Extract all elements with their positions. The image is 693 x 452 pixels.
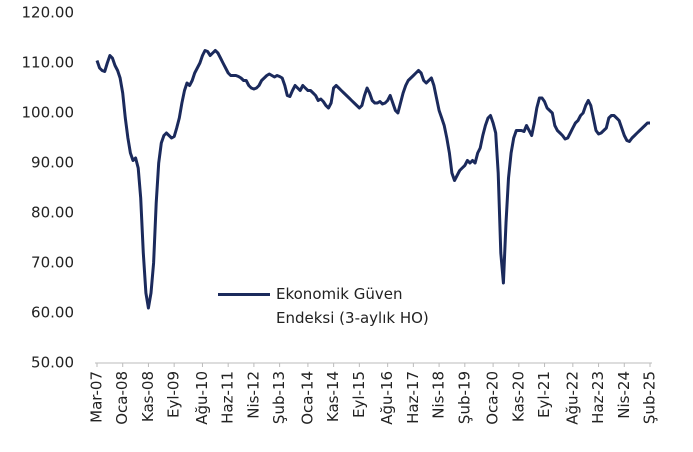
y-tick-label: 110.00 (22, 54, 75, 72)
x-tick-label: Şub-19 (455, 371, 473, 424)
x-tick-label: Eyl-21 (535, 371, 553, 418)
x-tick-label: Ağu-16 (378, 371, 396, 425)
y-tick-label: 120.00 (22, 4, 75, 22)
x-tick-label: Ağu-10 (193, 371, 211, 425)
x-tick-label: Nis-12 (244, 371, 262, 419)
x-tick-label: Şub-13 (270, 371, 288, 424)
x-tick-label: Oca-20 (484, 371, 502, 425)
legend-swatch (218, 293, 270, 296)
y-tick-label: 100.00 (22, 104, 75, 122)
x-tick-label: Haz-17 (404, 371, 422, 424)
x-tick-label: Kas-14 (324, 371, 342, 422)
x-tick-label: Eyl-15 (350, 371, 368, 418)
x-tick-label: Nis-18 (430, 371, 448, 419)
x-tick-label: Kas-08 (139, 371, 157, 422)
y-tick-label: 60.00 (31, 304, 74, 322)
legend: Ekonomik Güven Endeksi (3-aylık HO) (218, 282, 458, 330)
x-tick-label: Haz-23 (589, 371, 607, 424)
y-tick-label: 50.00 (31, 354, 74, 372)
x-tick-label: Haz-11 (219, 371, 237, 424)
x-tick-label: Oca-14 (298, 371, 316, 425)
y-tick-label: 80.00 (31, 204, 74, 222)
y-tick-label: 70.00 (31, 254, 74, 272)
x-tick-label: Oca-08 (113, 371, 131, 425)
x-tick-label: Nis-24 (615, 371, 633, 419)
x-tick-label: Eyl-09 (165, 371, 183, 418)
x-tick-label: Kas-20 (509, 371, 527, 422)
legend-label: Ekonomik Güven Endeksi (3-aylık HO) (276, 285, 429, 327)
x-tick-label: Mar-07 (88, 371, 106, 423)
x-tick-label: Ağu-22 (563, 371, 581, 425)
x-tick-label: Şub-25 (641, 371, 659, 424)
series-line (95, 49, 650, 310)
y-tick-label: 90.00 (31, 154, 74, 172)
